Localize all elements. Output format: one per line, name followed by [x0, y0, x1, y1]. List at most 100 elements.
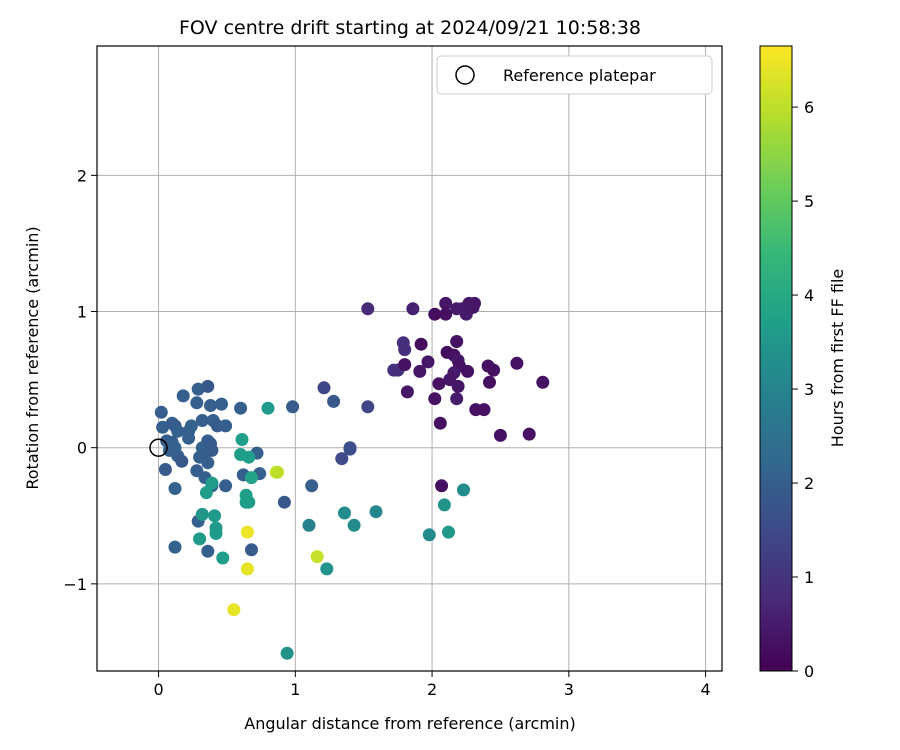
- data-point: [450, 392, 464, 406]
- data-point: [271, 465, 284, 479]
- data-point: [234, 401, 248, 415]
- legend-box: [436, 55, 713, 95]
- gridlines: [97, 46, 722, 671]
- data-point: [245, 543, 258, 557]
- data-point: [510, 356, 524, 370]
- data-point: [261, 401, 275, 415]
- data-point: [450, 335, 464, 348]
- data-point: [280, 646, 294, 660]
- data-point: [369, 505, 383, 519]
- data-point: [305, 479, 319, 493]
- data-point: [536, 375, 550, 389]
- colorbar-tick-label: 6: [804, 98, 814, 117]
- data-point: [343, 442, 357, 456]
- data-point: [245, 471, 258, 485]
- y-tick-label: 0: [77, 439, 87, 458]
- y-tick-label: 1: [77, 303, 87, 322]
- data-point: [428, 392, 442, 406]
- y-axis-ticks: −1 0 1 2: [63, 166, 97, 594]
- data-point: [406, 302, 420, 316]
- data-point: [168, 540, 182, 554]
- data-point: [439, 307, 453, 321]
- y-axis-label: Rotation from reference (arcmin): [23, 226, 42, 489]
- legend-marker-open-circle-icon: [455, 65, 475, 85]
- x-tick-label: 4: [700, 680, 710, 699]
- data-point: [361, 400, 375, 414]
- x-tick-label: 0: [153, 680, 163, 699]
- x-axis-ticks: 0 1 2 3 4: [153, 671, 711, 699]
- data-point: [493, 428, 507, 442]
- data-point: [310, 550, 324, 564]
- colorbar-gradient: [759, 45, 793, 672]
- plot-frame: [96, 45, 723, 672]
- x-tick-label: 1: [290, 680, 300, 699]
- data-point: [347, 518, 361, 532]
- data-point: [335, 452, 349, 466]
- data-point: [398, 343, 412, 357]
- data-point: [240, 562, 254, 576]
- data-point: [204, 399, 217, 412]
- data-point: [193, 532, 207, 546]
- data-point: [216, 551, 230, 565]
- data-point: [199, 486, 213, 500]
- colorbar: 0 1 2 3 4 5 6 Hours from first FF file: [759, 45, 847, 681]
- data-point: [522, 427, 536, 441]
- data-point: [195, 414, 209, 427]
- chart-title: FOV centre drift starting at 2024/09/21 …: [179, 17, 641, 39]
- data-point: [361, 302, 375, 316]
- data-point: [317, 381, 331, 395]
- data-point: [175, 454, 189, 468]
- data-point: [205, 443, 219, 457]
- data-point: [190, 396, 204, 410]
- data-point: [219, 419, 233, 433]
- data-point: [242, 495, 256, 509]
- x-tick-label: 2: [427, 680, 437, 699]
- data-point: [201, 379, 215, 393]
- colorbar-tick-label: 5: [804, 192, 814, 211]
- data-point: [435, 479, 449, 493]
- colorbar-ticks: 0 1 2 3 4 5 6: [792, 98, 814, 681]
- data-point: [168, 482, 182, 495]
- data-point: [477, 403, 491, 417]
- data-point: [154, 405, 168, 419]
- data-point: [240, 525, 254, 539]
- data-point: [461, 364, 475, 378]
- data-point: [171, 424, 185, 438]
- colorbar-tick-label: 1: [804, 568, 814, 587]
- legend: Reference platepar: [436, 55, 713, 95]
- y-tick-label: 2: [77, 166, 87, 185]
- data-point: [400, 385, 414, 399]
- legend-label: Reference platepar: [503, 66, 656, 85]
- data-point: [219, 479, 233, 493]
- colorbar-tick-label: 0: [804, 662, 814, 681]
- data-point: [201, 544, 215, 558]
- data-point: [205, 476, 219, 490]
- data-point: [422, 528, 436, 542]
- data-point: [466, 300, 480, 314]
- colorbar-tick-label: 3: [804, 380, 814, 399]
- reference-marker-layer: [149, 438, 168, 457]
- data-point: [421, 355, 435, 369]
- data-point: [302, 518, 316, 532]
- data-point: [277, 495, 291, 509]
- data-point: [483, 375, 496, 389]
- colorbar-label: Hours from first FF file: [828, 269, 847, 448]
- y-tick-label: −1: [63, 575, 87, 594]
- data-point: [428, 307, 442, 321]
- data-point: [209, 527, 223, 540]
- data-point: [235, 433, 249, 446]
- data-point: [201, 456, 215, 470]
- x-axis-label: Angular distance from reference (arcmin): [244, 714, 575, 733]
- data-point: [442, 525, 455, 539]
- data-point: [327, 394, 341, 408]
- data-points: [154, 296, 550, 660]
- colorbar-tick-label: 2: [804, 474, 814, 493]
- data-point: [439, 296, 453, 310]
- data-point: [176, 389, 190, 403]
- data-point: [432, 377, 446, 391]
- data-point: [184, 419, 198, 433]
- data-point: [320, 562, 334, 576]
- data-point: [451, 379, 465, 393]
- data-point: [208, 509, 222, 523]
